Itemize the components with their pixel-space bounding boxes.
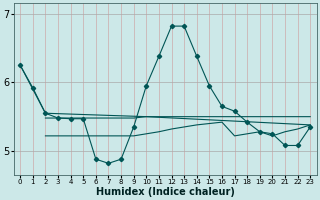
X-axis label: Humidex (Indice chaleur): Humidex (Indice chaleur) (96, 187, 235, 197)
